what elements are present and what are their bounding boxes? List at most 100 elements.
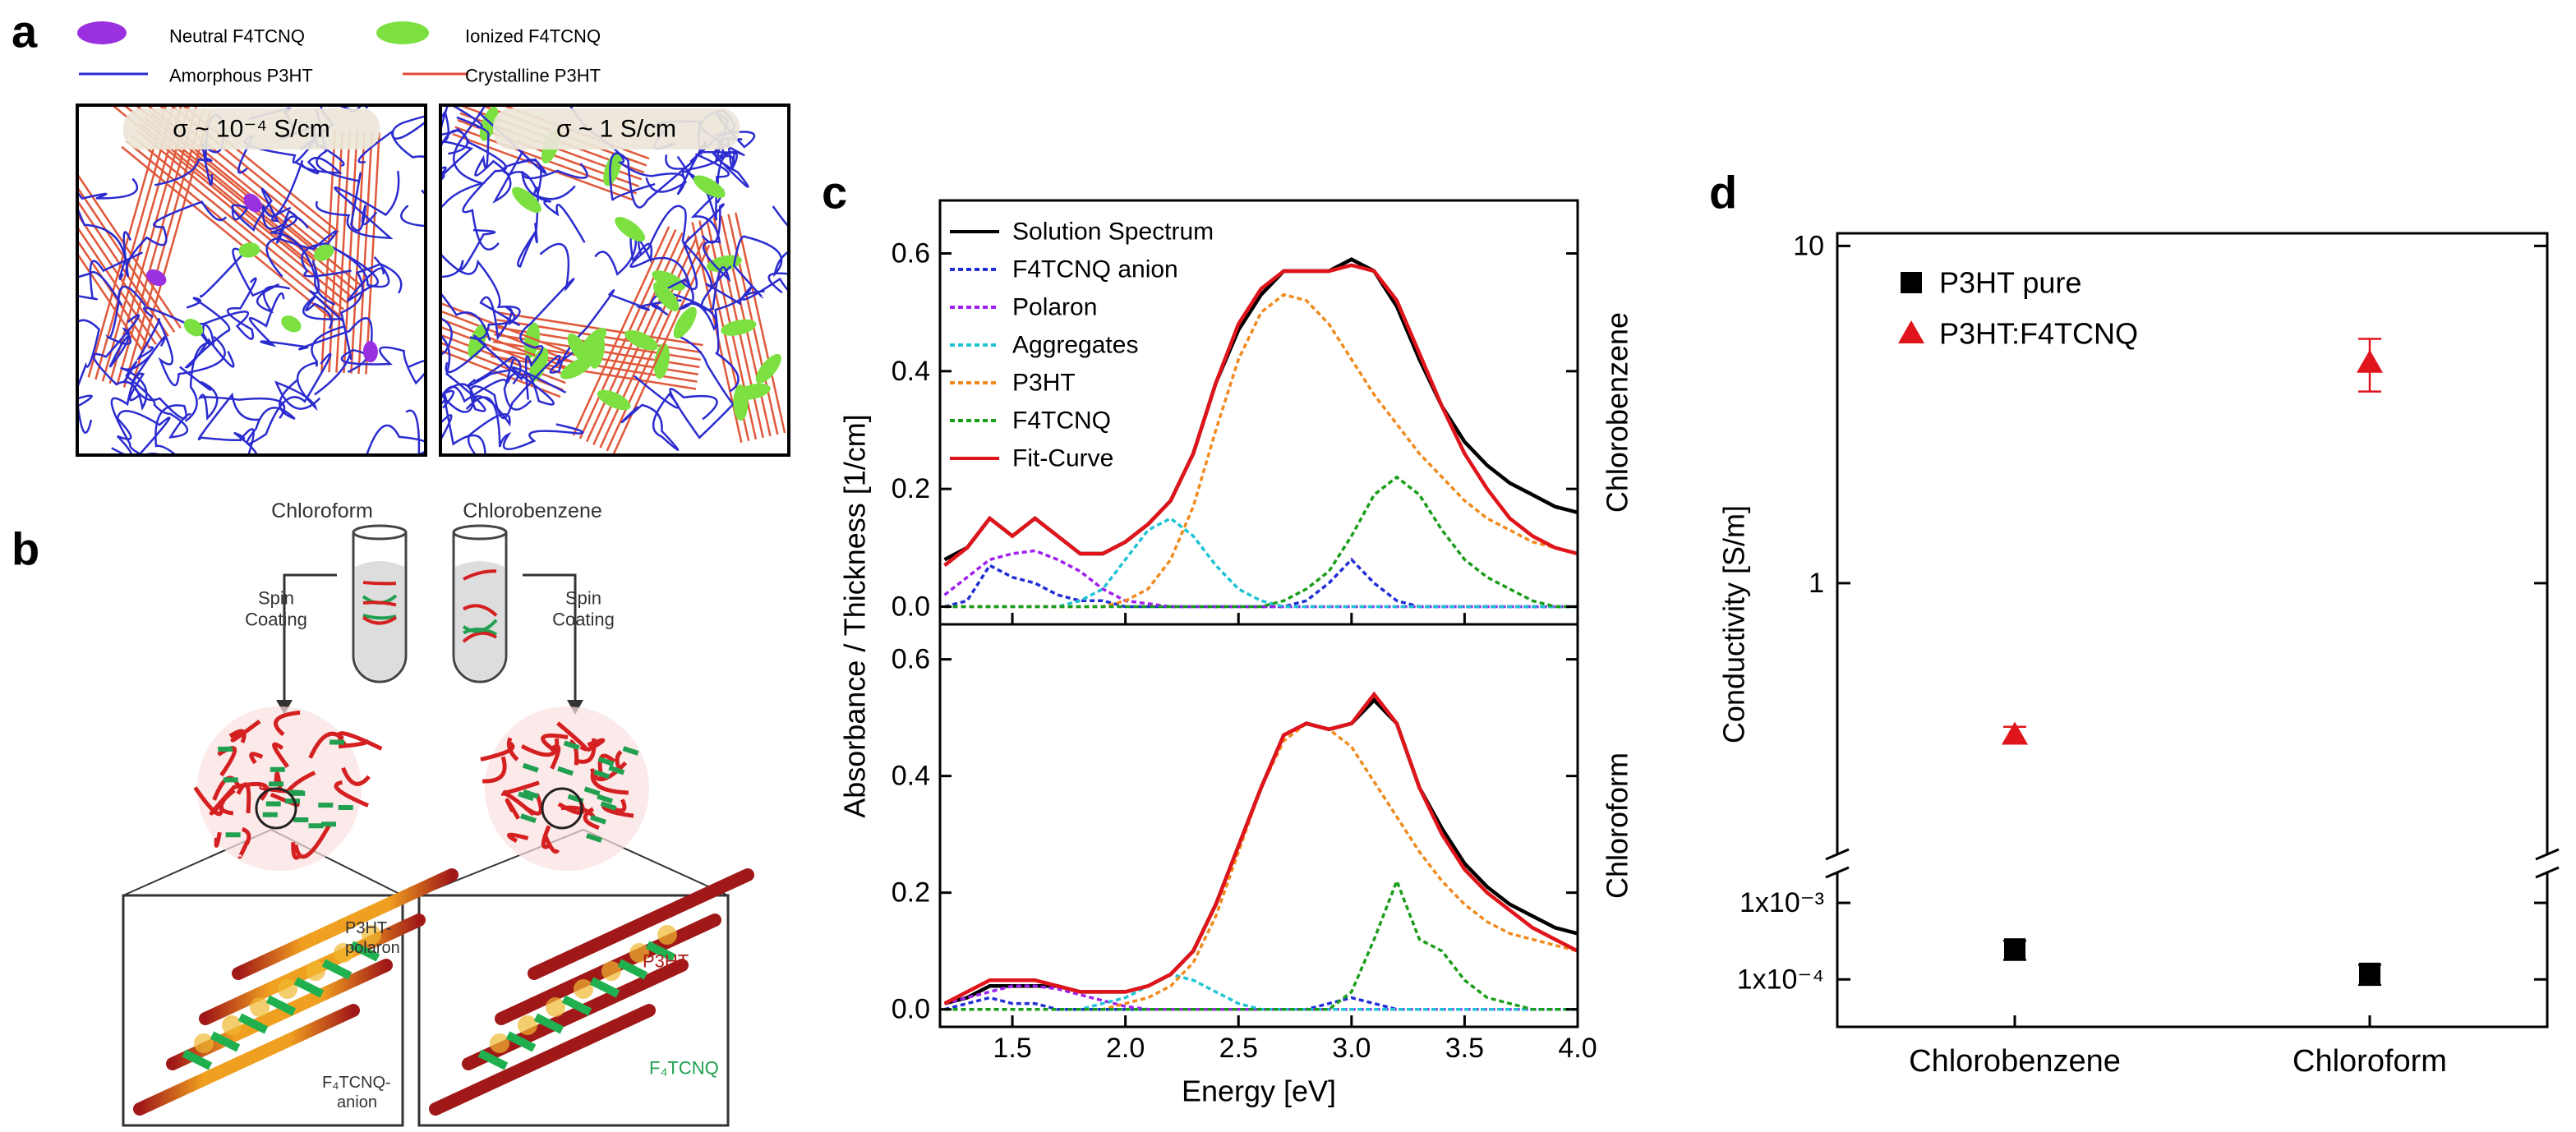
crystalline-chain [440,301,577,357]
charge [306,961,325,981]
crystalline-chain [572,226,670,436]
crystalline-chain [169,105,335,239]
amorphous-chain [400,205,426,228]
crystalline-chain [77,225,157,345]
legend-swatch [1901,272,1922,293]
film-dopant [518,791,535,802]
amorphous-chain [246,352,332,445]
marker [2359,962,2380,984]
ionized-dopant [755,353,781,384]
solution [355,561,404,680]
x-tick-label: Chlorobenzene [1909,1044,2121,1079]
y-axis-label: Conductivity [S/m] [1717,505,1751,743]
arrow [283,573,337,708]
charge [574,979,593,999]
amorphous-chain [122,200,228,278]
chain [463,569,497,581]
ionized-dopant [706,255,742,272]
crystalline-chain [328,130,343,373]
axis [1836,872,2549,1028]
film-chain [482,756,507,784]
film-chain [217,746,237,777]
charge [334,943,353,963]
crystalline-chain [452,132,634,201]
amorphous-chain [440,334,561,420]
ionized-dopant [652,270,686,291]
y-tick-label: 0.4 [892,761,930,792]
charge [601,961,621,981]
amorphous-chain [104,285,147,368]
amorphous-chain [357,115,426,163]
y-tick-label: 0.2 [892,473,930,504]
box-frame [439,104,790,457]
polymer-rod [133,1004,360,1116]
series-line [944,292,1578,609]
chain [362,613,397,620]
amorphous-chain [270,209,336,306]
crystalline-chain [77,172,182,329]
amorphous-chain [467,356,522,388]
film-dopant [600,801,617,811]
amorphous-chain [682,203,765,306]
film-chain [541,733,569,753]
annotation: polaron [345,939,400,957]
amorphous-chain [184,297,235,369]
film-dopant [520,813,537,823]
amorphous-chain [549,289,682,374]
crystalline-chain [77,199,169,337]
ionized-dopant [733,384,749,421]
crystalline-chain [335,131,351,373]
panel-label: d [1709,167,1737,219]
film-dopant [557,766,574,776]
legend-swatch [77,21,127,44]
dopant-bar [617,959,648,980]
film-chain [214,831,222,848]
film-chain [505,798,521,820]
amorphous-chain [302,260,344,329]
amorphous-chain [195,277,257,340]
film-dopant [522,762,539,773]
zoom-circle [541,787,583,830]
amorphous-chain [669,333,742,439]
y-tick-label: 10 [1793,230,1824,261]
y-tick-label: 0.4 [892,356,930,387]
side-label: Chlorobenzene [1601,312,1634,513]
charge [278,979,297,999]
film-dopant [597,794,614,804]
y-tick-label: 1x10⁻⁴ [1737,964,1824,995]
ionized-dopant [567,334,592,365]
legend-label: Aggregates [1012,332,1138,359]
amorphous-chain [440,317,476,413]
solution [455,561,505,680]
film-chain [541,825,551,849]
axis-break [1825,866,1850,879]
dopant-bar [182,1049,213,1070]
charge [362,925,381,945]
y-tick-label: 0.6 [892,644,930,675]
crystalline-chain [440,349,561,398]
ionized-dopant [512,186,541,214]
dopant-bar [589,977,620,998]
amorphous-chain [200,247,291,314]
amorphous-chain [732,205,789,299]
side-label: Chloroform [1601,752,1634,899]
amorphous-chain [130,335,187,455]
amorphous-chain [519,242,575,400]
y-tick-label: 0.0 [892,591,930,623]
film-chain [274,710,301,737]
panel-label: a [12,6,38,58]
charge [490,1033,509,1053]
axis [1836,232,2549,854]
dopant-bar [505,1031,537,1052]
ionized-dopant [653,343,670,380]
legend-label: Ionized F4TCNQ [465,26,601,47]
amorphous-chain [77,319,100,434]
polymer-rod [429,1004,656,1116]
crystalline-chain [145,105,325,251]
series-line [944,996,1578,1011]
crystalline-chain [121,145,335,322]
x-tick-label: 3.5 [1445,1033,1484,1064]
neutral-dopant [243,193,262,213]
amorphous-chain [440,228,496,342]
ionized-dopant [693,175,726,198]
